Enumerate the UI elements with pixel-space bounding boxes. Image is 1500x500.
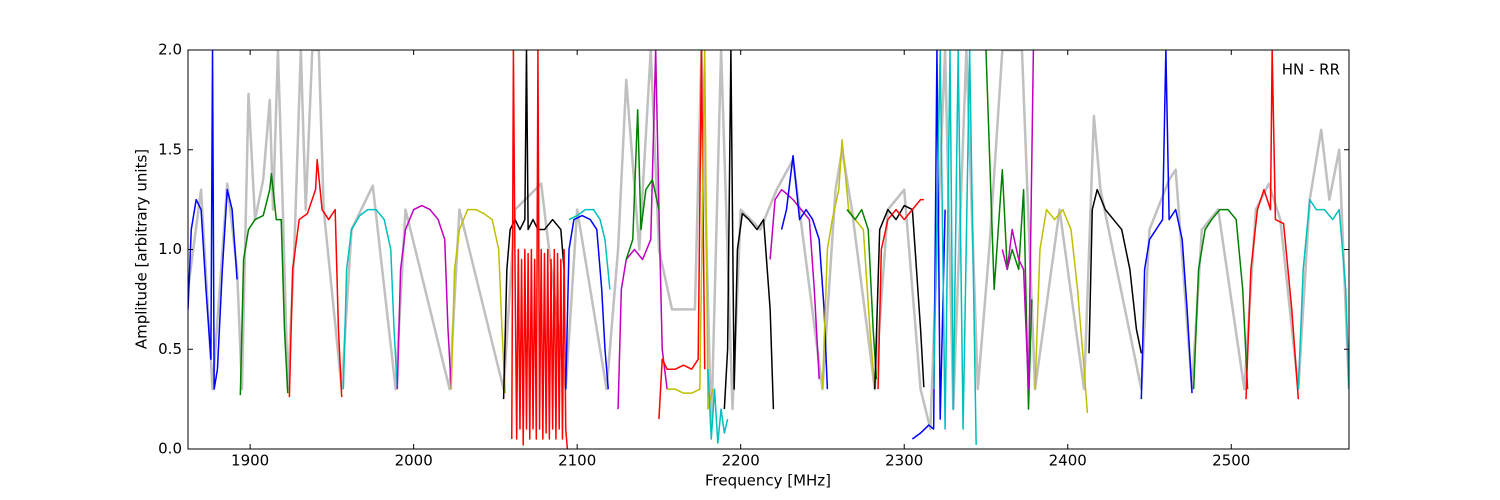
data-line — [1034, 208, 1089, 414]
x-tick-label: 1900 — [231, 452, 269, 470]
data-line — [188, 50, 1349, 431]
data-line — [780, 154, 829, 390]
y-tick-label: 0.5 — [158, 340, 182, 358]
x-tick-label: 2000 — [395, 452, 433, 470]
data-line — [564, 214, 609, 390]
data-line — [707, 369, 729, 444]
data-line — [342, 208, 399, 390]
y-axis-label: Amplitude [arbitrary units] — [133, 149, 151, 349]
x-tick-label: 2400 — [1049, 452, 1087, 470]
x-tick-label: 2300 — [885, 452, 923, 470]
data-line — [502, 50, 565, 400]
x-tick-label: 2100 — [558, 452, 596, 470]
data-line — [288, 158, 343, 398]
data-line — [769, 188, 820, 380]
x-tick-label: 2200 — [722, 452, 760, 470]
data-line — [846, 208, 878, 380]
data-line — [188, 50, 238, 390]
data-line — [625, 109, 660, 260]
data-line — [932, 50, 977, 446]
x-tick-label: 2500 — [1212, 452, 1250, 470]
y-tick-label: 0.0 — [158, 440, 182, 458]
x-axis-label: Frequency [MHz] — [705, 472, 831, 490]
data-line — [1088, 188, 1143, 354]
data-line — [1192, 208, 1249, 390]
data-line — [568, 208, 611, 290]
data-line — [396, 204, 453, 390]
data-line — [1245, 50, 1300, 400]
data-line — [511, 50, 569, 449]
y-tick-label: 1.0 — [158, 240, 182, 258]
data-line — [658, 50, 706, 420]
data-line — [667, 50, 714, 410]
data-line — [1297, 198, 1349, 390]
data-line — [450, 208, 506, 394]
data-line — [877, 198, 924, 390]
data-line — [723, 50, 775, 410]
annotation: HN - RR — [1282, 61, 1340, 79]
data-line — [874, 204, 925, 390]
plot-area — [188, 50, 1349, 449]
data-line — [1140, 50, 1193, 400]
y-tick-label: 1.5 — [158, 140, 182, 158]
data-line — [911, 50, 946, 440]
axes-frame — [187, 49, 1350, 450]
data-line — [617, 50, 668, 410]
data-line — [239, 172, 289, 396]
y-tick-label: 2.0 — [158, 41, 182, 59]
data-line — [1001, 50, 1035, 390]
data-line — [821, 139, 876, 390]
